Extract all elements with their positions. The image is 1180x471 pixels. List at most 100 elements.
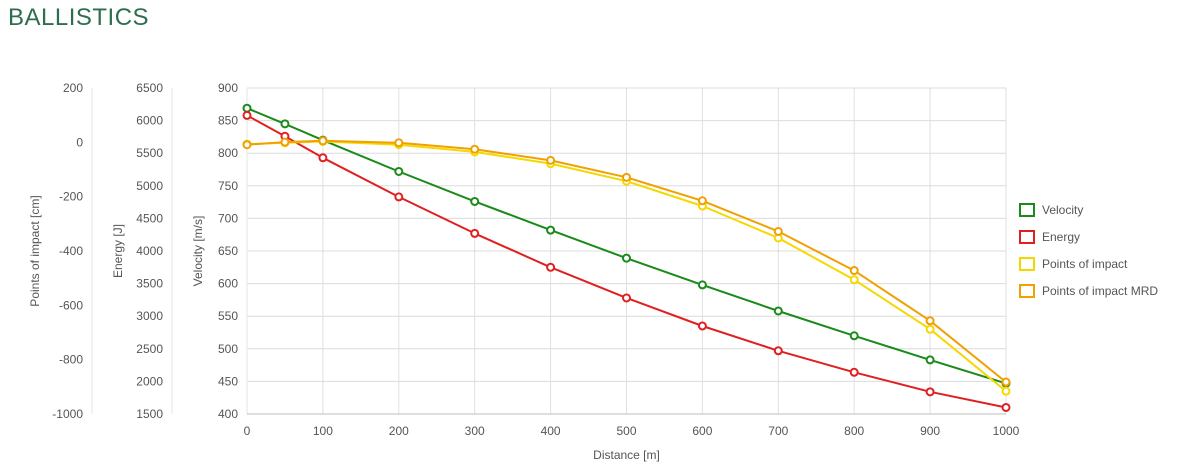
energy-tick-label: 3500 xyxy=(136,277,163,291)
data-point[interactable] xyxy=(697,196,707,206)
x-tick-label: 900 xyxy=(920,424,940,438)
legend-item[interactable]: Points of impact MRD xyxy=(1019,284,1158,298)
energy-tick-label: 4000 xyxy=(136,244,163,258)
data-point[interactable] xyxy=(773,346,783,356)
data-point[interactable] xyxy=(242,110,252,120)
velocity-tick-label: 600 xyxy=(218,277,238,291)
legend-swatch xyxy=(1019,257,1035,271)
legend-swatch xyxy=(1019,230,1035,244)
velocity-tick-label: 800 xyxy=(218,146,238,160)
velocity-tick-label: 700 xyxy=(218,211,238,225)
x-tick-label: 300 xyxy=(465,424,485,438)
data-point[interactable] xyxy=(697,321,707,331)
energy-tick-label: 6500 xyxy=(136,81,163,95)
legend-label: Velocity xyxy=(1042,203,1083,217)
poi-tick-label: -1000 xyxy=(52,407,83,421)
data-point[interactable] xyxy=(622,172,631,182)
data-point[interactable] xyxy=(318,153,328,163)
data-point[interactable] xyxy=(849,275,859,285)
data-point[interactable] xyxy=(546,155,556,165)
velocity-tick-label: 650 xyxy=(218,244,238,258)
series-line xyxy=(246,107,1007,385)
data-point[interactable] xyxy=(546,262,556,272)
series-line xyxy=(246,114,1007,409)
data-point[interactable] xyxy=(697,280,707,290)
energy-axis-title: Energy [J] xyxy=(111,224,125,278)
chart-series xyxy=(242,103,1011,412)
x-tick-label: 700 xyxy=(768,424,788,438)
data-point[interactable] xyxy=(1001,402,1011,412)
data-point[interactable] xyxy=(849,331,859,341)
velocity-tick-label: 450 xyxy=(218,374,238,388)
poi-tick-label: -200 xyxy=(59,190,83,204)
data-point[interactable] xyxy=(242,103,252,113)
x-axis-title: Distance [m] xyxy=(593,448,660,462)
series-energy xyxy=(242,110,1011,412)
data-point[interactable] xyxy=(394,166,404,176)
x-tick-label: 600 xyxy=(692,424,712,438)
velocity-tick-label: 900 xyxy=(218,81,238,95)
data-point[interactable] xyxy=(849,367,859,377)
x-tick-label: 100 xyxy=(313,424,333,438)
data-point[interactable] xyxy=(925,324,935,334)
data-point[interactable] xyxy=(925,316,935,326)
x-tick-label: 0 xyxy=(244,424,251,438)
legend-item[interactable]: Energy xyxy=(1019,230,1080,244)
x-tick-label: 500 xyxy=(616,424,636,438)
poi-tick-label: -800 xyxy=(59,353,83,367)
poi-tick-label: 200 xyxy=(63,81,83,95)
velocity-tick-label: 500 xyxy=(218,342,238,356)
velocity-axis-title: Velocity [m/s] xyxy=(191,216,205,287)
data-point[interactable] xyxy=(546,225,556,235)
data-point[interactable] xyxy=(773,226,783,236)
data-point[interactable] xyxy=(280,119,290,129)
velocity-tick-label: 400 xyxy=(218,407,238,421)
x-tick-label: 1000 xyxy=(993,424,1020,438)
data-point[interactable] xyxy=(773,306,783,316)
data-point[interactable] xyxy=(242,140,252,150)
data-point[interactable] xyxy=(622,293,631,303)
velocity-tick-label: 550 xyxy=(218,309,238,323)
data-point[interactable] xyxy=(925,355,935,365)
energy-tick-label: 2500 xyxy=(136,342,163,356)
legend-label: Energy xyxy=(1042,230,1080,244)
data-point[interactable] xyxy=(1001,377,1011,387)
energy-tick-label: 5500 xyxy=(136,146,163,160)
series-line xyxy=(246,139,1007,383)
data-point[interactable] xyxy=(280,137,290,147)
page-title: BALLISTICS xyxy=(8,4,150,31)
data-point[interactable] xyxy=(470,196,480,206)
legend-swatch xyxy=(1019,284,1035,298)
data-point[interactable] xyxy=(849,266,859,276)
x-tick-label: 200 xyxy=(389,424,409,438)
poi-tick-label: -400 xyxy=(59,244,83,258)
legend-item[interactable]: Velocity xyxy=(1019,203,1083,217)
energy-tick-label: 1500 xyxy=(136,407,163,421)
poi-axis-title: Points of impact [cm] xyxy=(28,195,42,306)
data-point[interactable] xyxy=(925,387,935,397)
data-point[interactable] xyxy=(394,192,404,202)
velocity-tick-label: 850 xyxy=(218,114,238,128)
chart-grid xyxy=(246,87,1007,415)
energy-tick-label: 4500 xyxy=(136,211,163,225)
energy-tick-label: 3000 xyxy=(136,309,163,323)
data-point[interactable] xyxy=(470,228,480,238)
legend-item[interactable]: Points of impact xyxy=(1019,257,1128,271)
chart-legend: Velocity Energy Points of impact Points of … xyxy=(1019,203,1158,298)
data-point[interactable] xyxy=(1001,386,1011,396)
energy-tick-label: 6000 xyxy=(136,114,163,128)
data-point[interactable] xyxy=(394,138,404,148)
data-point[interactable] xyxy=(622,253,631,263)
chart-axes: 0 100 200 300 400 500 600 700 800 900 1000 Distance… xyxy=(28,81,1020,462)
poi-tick-label: -600 xyxy=(59,298,83,312)
series-points-of-impact-mrd xyxy=(242,136,1011,387)
data-point[interactable] xyxy=(470,144,480,154)
x-tick-label: 800 xyxy=(844,424,864,438)
energy-tick-label: 2000 xyxy=(136,374,163,388)
poi-tick-label: 0 xyxy=(76,135,83,149)
velocity-tick-label: 750 xyxy=(218,179,238,193)
energy-tick-label: 5000 xyxy=(136,179,163,193)
data-point[interactable] xyxy=(318,136,328,146)
legend-label: Points of impact MRD xyxy=(1042,284,1158,298)
